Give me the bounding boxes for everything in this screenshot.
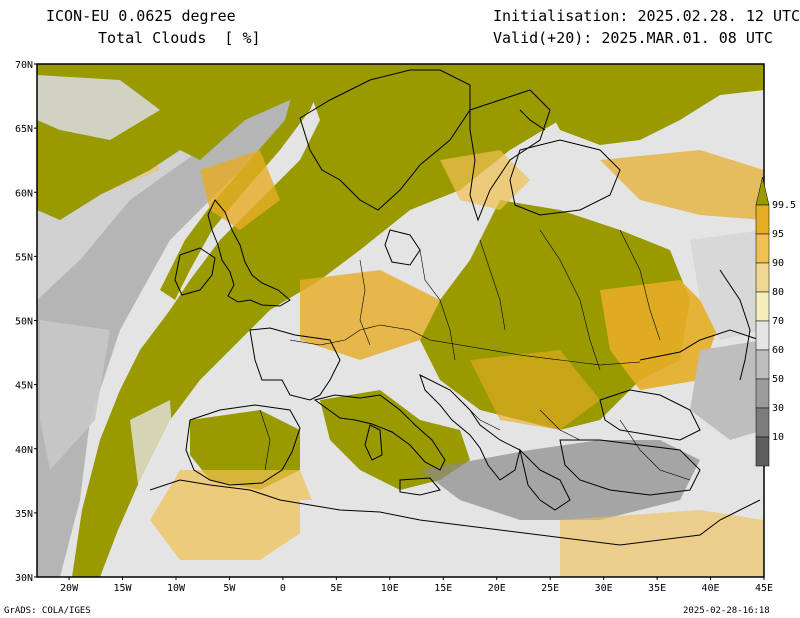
variable-title: Total Clouds [ %] (98, 29, 261, 47)
lon-label: 20E (488, 583, 506, 594)
colorbar-segment (755, 233, 770, 264)
lon-label: 15E (434, 583, 452, 594)
footer-right: 2025-02-28-16:18 (683, 606, 770, 616)
lon-label: 40E (702, 583, 720, 594)
coastlines (149, 69, 761, 546)
lon-label: 30E (595, 583, 613, 594)
lon-label: 10E (381, 583, 399, 594)
lat-label: 40N (15, 445, 33, 456)
colorbar-label: 30 (772, 403, 784, 414)
lon-label: 20W (60, 583, 79, 594)
colorbar-segment (755, 407, 770, 438)
colorbar-label: 70 (772, 316, 784, 327)
lon-label: 25E (541, 583, 559, 594)
valid-time: Valid(+20): 2025.MAR.01. 08 UTC (493, 29, 773, 47)
colorbar-label: 95 (772, 229, 784, 240)
lat-labels: 70N 65N 60N 55N 50N 45N 40N 35N 30N (15, 60, 37, 584)
colorbar-label: 90 (772, 258, 784, 269)
colorbar-label: 60 (772, 345, 784, 356)
lon-labels: 20W 15W 10W 5W 0 5E 10E 15E 20E 25E 30E 35E 40E 45E (60, 577, 773, 594)
lat-label: 35N (15, 509, 33, 520)
lat-label: 30N (15, 573, 33, 584)
colorbar-segment (755, 291, 770, 322)
lat-label: 45N (15, 381, 33, 392)
lon-label: 0 (280, 583, 286, 594)
lon-label: 5W (223, 583, 236, 594)
model-title: ICON-EU 0.0625 degree (46, 7, 236, 25)
lat-label: 65N (15, 124, 33, 135)
colorbar-label: 99.5 (772, 200, 796, 211)
colorbar-segment (755, 436, 770, 467)
lat-label: 55N (15, 252, 33, 263)
colorbar: 99.5 95 90 80 70 60 50 30 10 (755, 176, 796, 467)
lat-label: 60N (15, 188, 33, 199)
cloud-field (37, 64, 764, 577)
russia-overcast (525, 64, 764, 145)
colorbar-segment (755, 320, 770, 351)
footer-left: GrADS: COLA/IGES (4, 606, 91, 616)
borders (259, 229, 691, 481)
colorbar-label: 50 (772, 374, 784, 385)
colorbar-segment (755, 349, 770, 380)
lat-label: 50N (15, 317, 33, 328)
italy-overcast (320, 390, 470, 490)
colorbar-label: 80 (772, 287, 784, 298)
frontal-band (72, 64, 560, 577)
lon-label: 45E (755, 583, 773, 594)
lon-label: 5E (330, 583, 342, 594)
colorbar-segment (755, 262, 770, 293)
lon-label: 35E (648, 583, 666, 594)
colorbar-segment (755, 204, 770, 235)
colorbar-label: 10 (772, 432, 784, 443)
lon-label: 15W (113, 583, 132, 594)
initialisation-time: Initialisation: 2025.02.28. 12 UTC (493, 7, 800, 25)
lon-label: 10W (167, 583, 186, 594)
colorbar-segment (755, 378, 770, 409)
lat-label: 70N (15, 60, 33, 71)
